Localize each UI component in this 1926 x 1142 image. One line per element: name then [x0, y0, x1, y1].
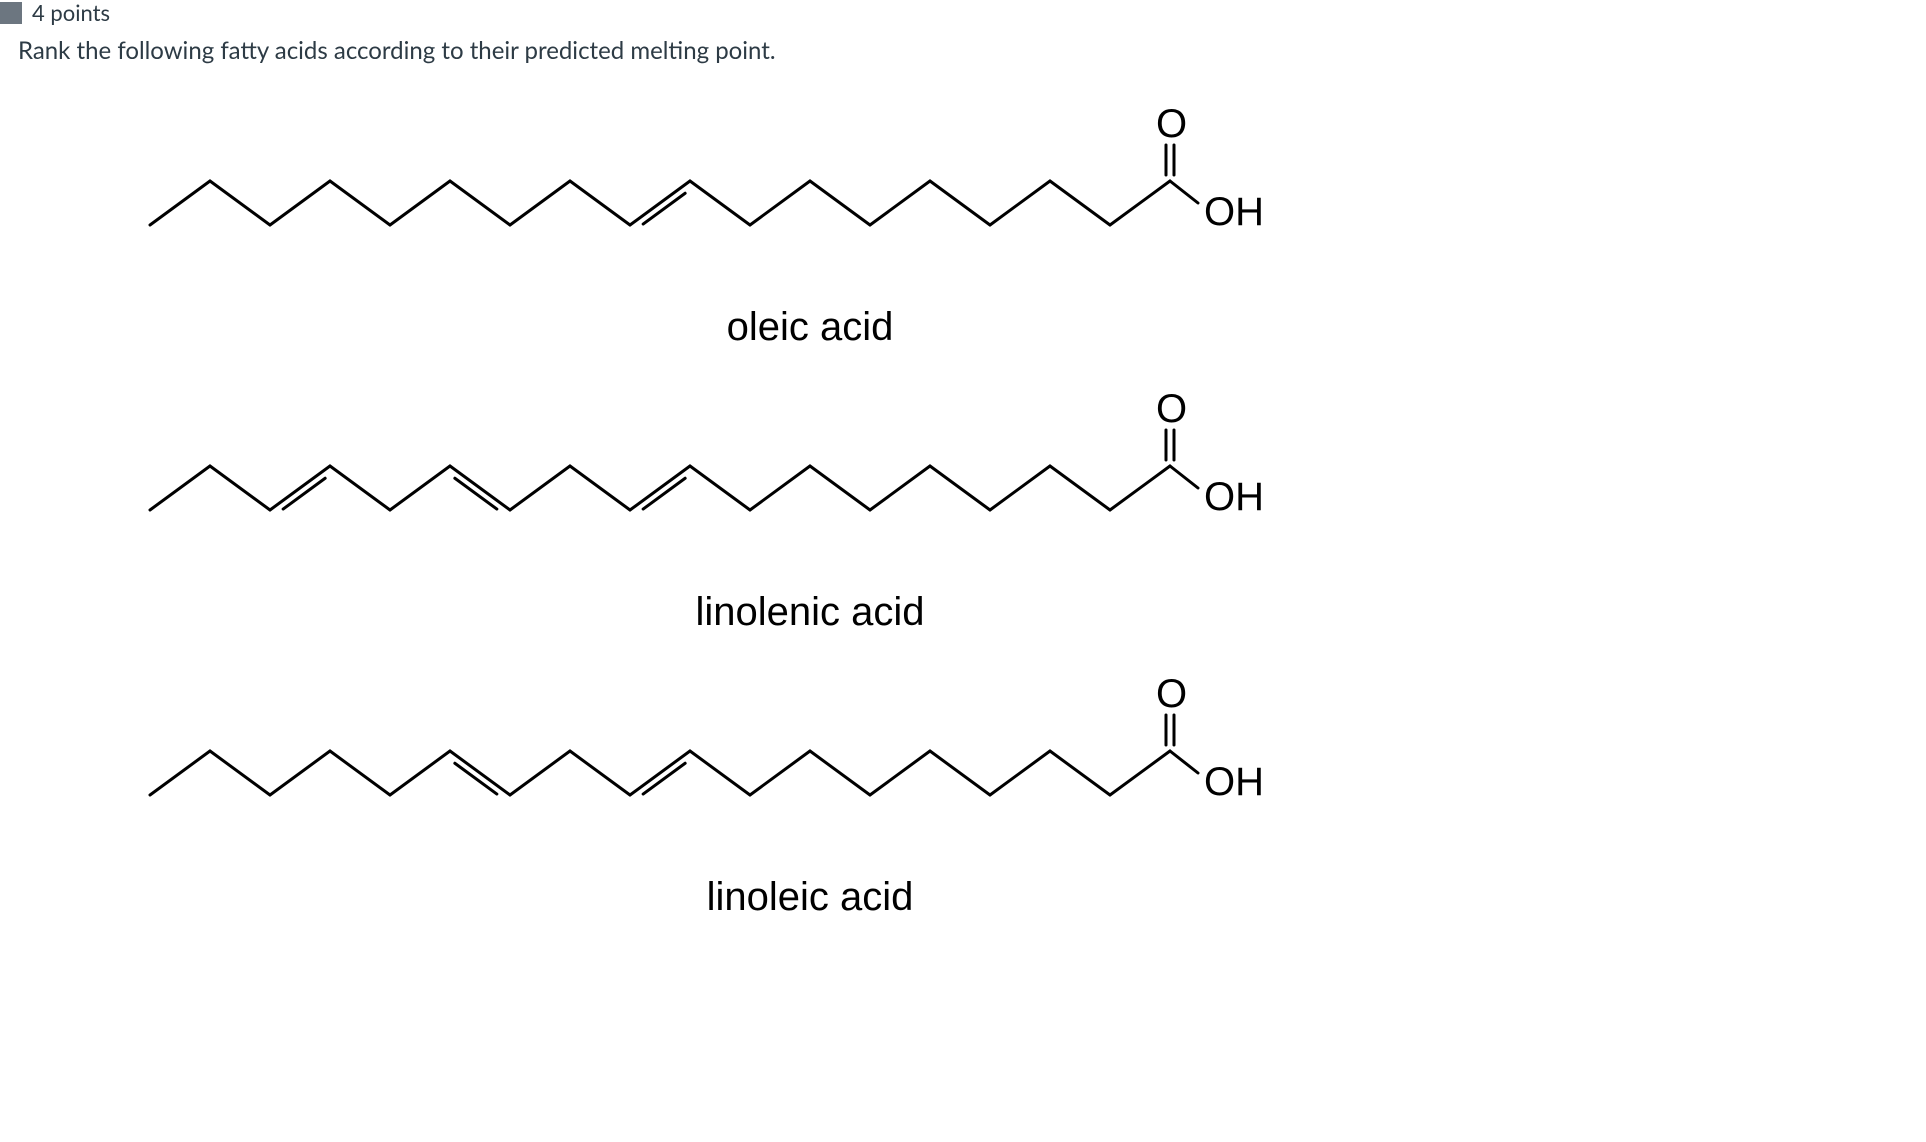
diagram-area: O OH oleic acid O OH linolenic acid O OH li…: [60, 105, 1560, 920]
molecule-linolenic: O OH linolenic acid: [60, 390, 1560, 635]
molecule-oleic: O OH oleic acid: [60, 105, 1560, 350]
svg-text:OH: OH: [1204, 190, 1264, 234]
label-linoleic: linoleic acid: [707, 875, 914, 920]
points-label: 4 points: [32, 0, 110, 26]
structure-oleic: O OH: [110, 105, 1510, 285]
question-header: 4 points: [0, 0, 1926, 26]
structure-linolenic: O OH: [110, 390, 1510, 570]
svg-text:O: O: [1156, 675, 1187, 716]
svg-text:O: O: [1156, 390, 1187, 431]
svg-text:O: O: [1156, 105, 1187, 146]
svg-text:OH: OH: [1204, 475, 1264, 519]
question-prompt: Rank the following fatty acids according…: [18, 36, 1926, 65]
molecule-linoleic: O OH linoleic acid: [60, 675, 1560, 920]
structure-linoleic: O OH: [110, 675, 1510, 855]
points-color-box: [0, 2, 22, 24]
svg-text:OH: OH: [1204, 760, 1264, 804]
label-oleic: oleic acid: [727, 305, 894, 350]
label-linolenic: linolenic acid: [695, 590, 924, 635]
